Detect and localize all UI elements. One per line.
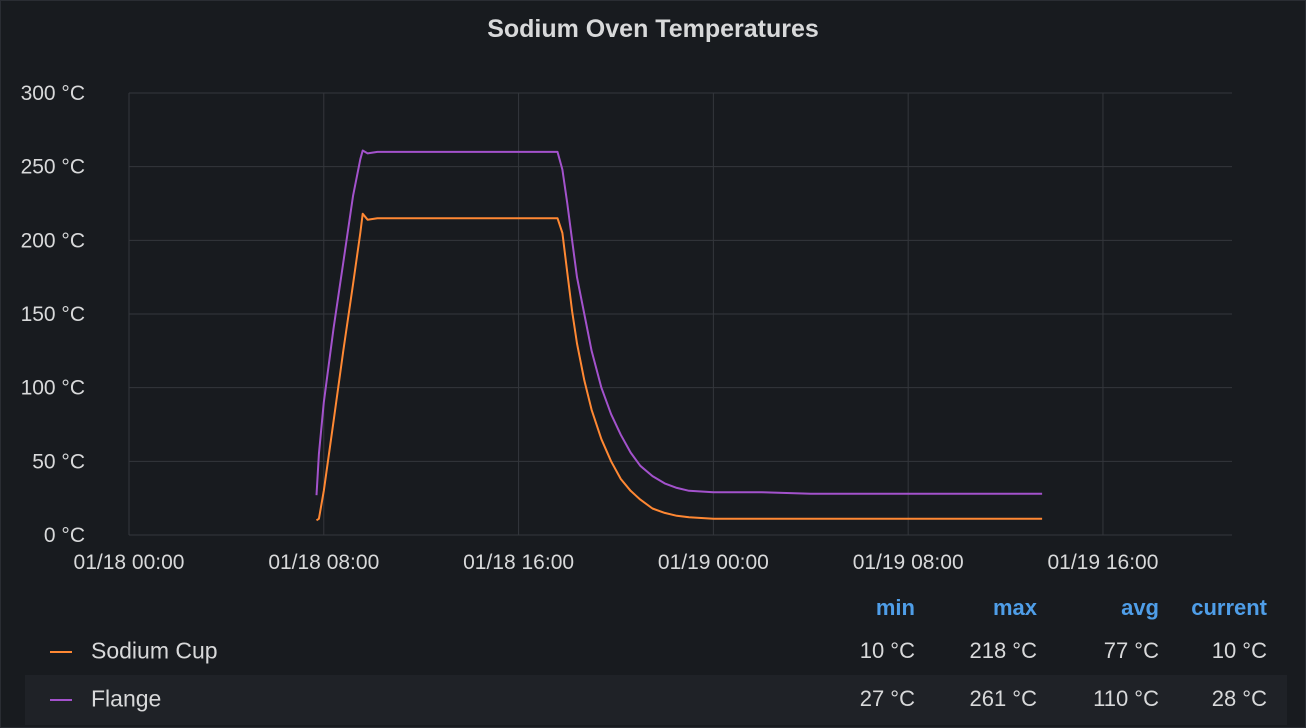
x-tick-label: 01/19 00:00 [658,551,769,574]
legend-header-max[interactable]: max [992,595,1037,620]
series-line-sodium-cup[interactable] [315,212,1043,522]
x-tick-label: 01/18 00:00 [74,551,185,574]
legend-series-name[interactable]: Flange [91,685,162,712]
legend-row-flange[interactable]: Flange 27 °C 261 °C 110 °C 28 °C [25,675,1287,725]
y-tick-label: 150 °C [21,303,85,326]
x-tick-label: 01/18 16:00 [463,551,574,574]
x-tick-label: 01/19 08:00 [853,551,964,574]
x-tick-label: 01/18 08:00 [268,551,379,574]
x-axis: 01/18 00:00 01/18 08:00 01/18 16:00 01/19 0… [74,551,1159,574]
legend-max-value: 218 °C [969,638,1037,664]
y-tick-label: 0 °C [44,524,85,547]
y-tick-label: 300 °C [21,82,85,105]
legend-current-value: 28 °C [1211,686,1267,711]
panel-title[interactable]: Sodium Oven Temperatures [487,15,819,43]
legend-header-current[interactable]: current [1191,595,1267,620]
series-lines [315,149,1043,522]
series-color-swatch[interactable] [50,699,72,701]
legend-header-min[interactable]: min [875,595,915,620]
y-tick-label: 50 °C [32,450,85,473]
legend-min-value: 10 °C [859,638,915,664]
legend-max-value: 261 °C [969,686,1037,711]
grid-lines [128,92,1232,536]
legend-header: min max avg current [25,589,1287,629]
y-tick-label: 200 °C [21,229,85,252]
legend-series-name[interactable]: Sodium Cup [91,637,218,664]
y-tick-label: 250 °C [21,156,85,179]
legend-avg-value: 77 °C [1103,638,1159,664]
legend-min-value: 27 °C [859,686,915,711]
series-color-swatch[interactable] [50,651,72,653]
y-axis: 0 °C 50 °C 100 °C 150 °C 200 °C 250 °C 300 °C [21,82,85,547]
x-tick-label: 01/19 16:00 [1047,551,1158,574]
legend-current-value: 10 °C [1211,638,1267,664]
legend-header-avg[interactable]: avg [1121,595,1159,620]
legend-row-sodium-cup[interactable]: Sodium Cup 10 °C 218 °C 77 °C 10 °C [25,629,1287,675]
series-line-flange[interactable] [315,149,1043,496]
legend-avg-value: 110 °C [1093,686,1159,711]
legend-table: min max avg current Sodium Cup 10 °C 218… [25,589,1287,725]
y-tick-label: 100 °C [21,377,85,400]
